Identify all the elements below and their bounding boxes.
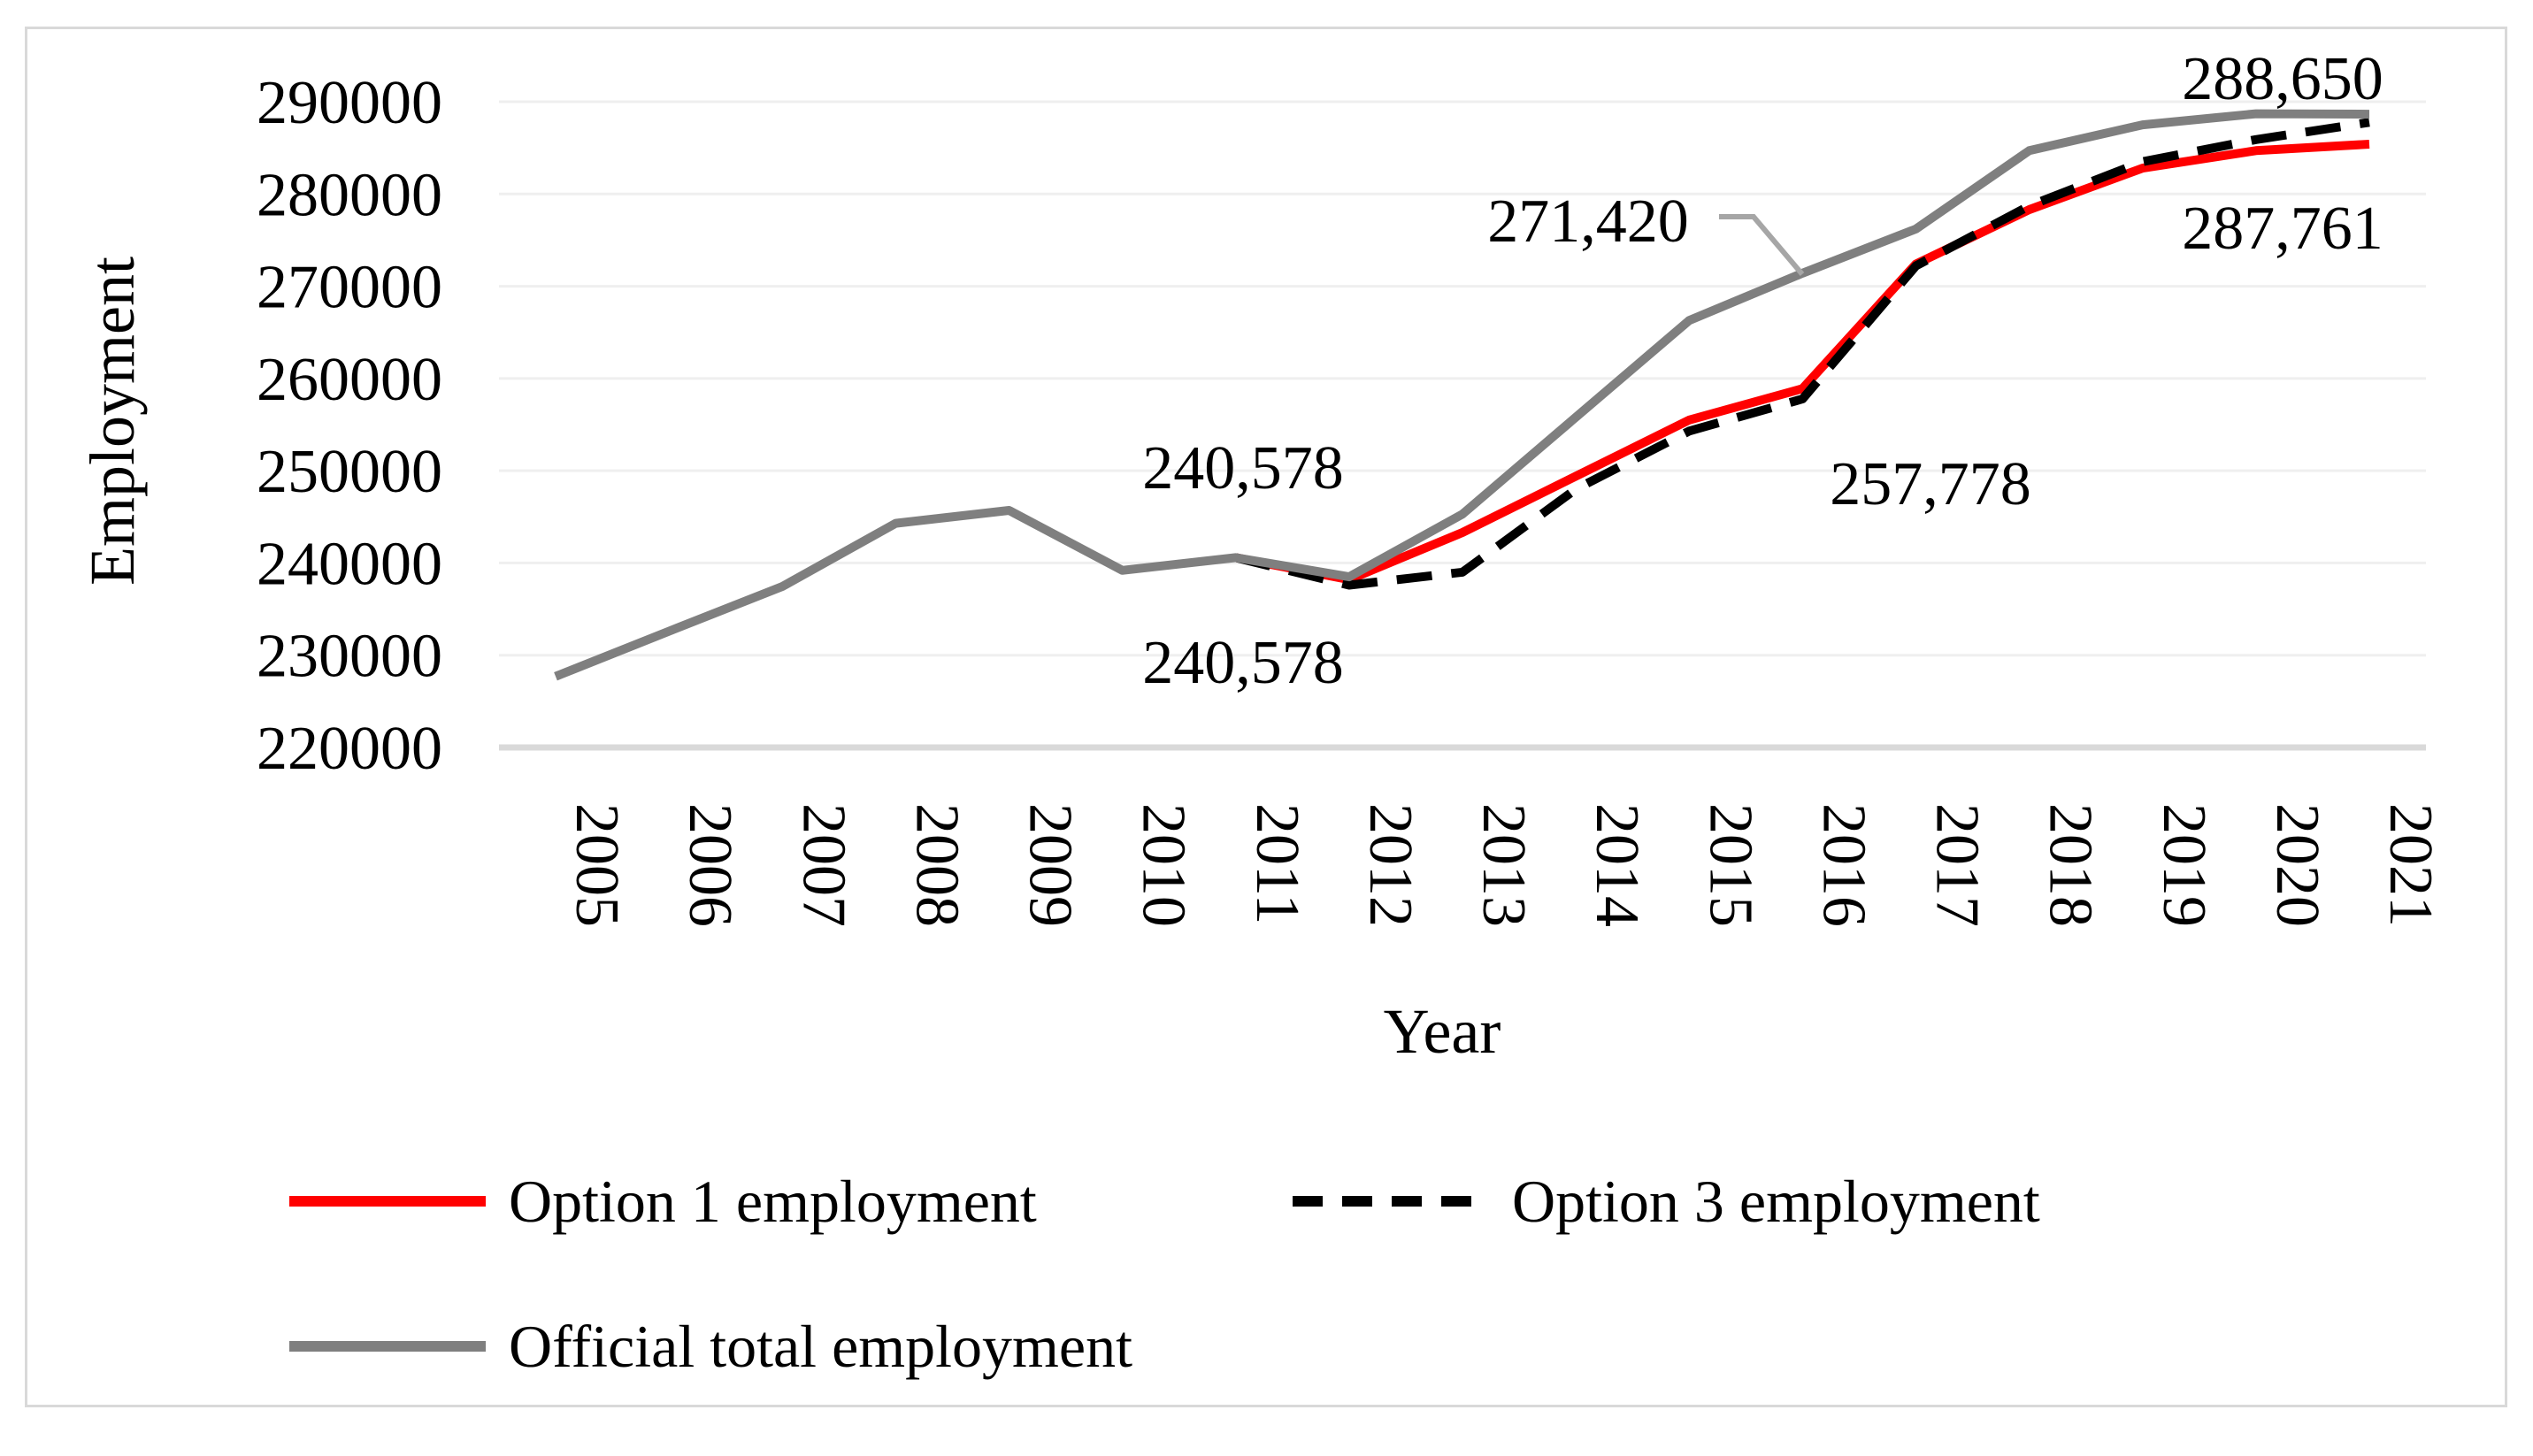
annotation-data-label: 287,761 [2182, 195, 2383, 263]
series-line-option-1-employment [1234, 140, 2370, 585]
legend-swatch-option-3-dashed-line [1293, 1196, 1489, 1207]
x-axis-title: Year [1383, 996, 1501, 1067]
x-axis-tick-label: 2014 [1583, 803, 1651, 927]
x-axis-tick-label: 2006 [676, 803, 744, 927]
series-line-option-3-employment [1234, 118, 2370, 590]
chart-border-frame [25, 27, 2507, 1407]
legend-swatch-official-gray-line [289, 1341, 486, 1352]
y-axis-tick-label: 290000 [257, 69, 442, 137]
x-axis-tick-label: 2005 [563, 803, 631, 927]
annotation-data-label: 271,420 [1487, 188, 1689, 256]
x-axis-tick-label: 2013 [1470, 803, 1538, 927]
x-axis-tick-label: 2010 [1130, 803, 1198, 927]
x-axis-tick-label: 2017 [1923, 803, 1992, 927]
y-axis-tick-label: 230000 [257, 623, 442, 691]
y-axis-tick-label: 270000 [257, 254, 442, 322]
x-axis-tick-label: 2020 [2263, 803, 2331, 927]
y-axis-tick-label: 260000 [257, 346, 442, 414]
x-axis-tick-label: 2015 [1696, 803, 1764, 927]
y-axis-tick-label: 240000 [257, 530, 442, 598]
annotation-data-label: 257,778 [1830, 450, 2031, 518]
legend-label-option-3: Option 3 employment [1512, 1167, 2040, 1235]
legend-label-option-1: Option 1 employment [509, 1167, 1037, 1235]
annotation-data-label: 240,578 [1142, 629, 1344, 697]
x-axis-tick-label: 2019 [2150, 803, 2218, 927]
legend-item-option-3: Option 3 employment [1293, 1168, 2040, 1235]
annotation-data-label: 240,578 [1142, 434, 1344, 502]
legend-label-official-total: Official total employment [509, 1312, 1133, 1380]
y-axis-tick-label: 250000 [257, 438, 442, 506]
x-axis-tick-label: 2016 [1809, 803, 1877, 927]
y-axis-tick-label: 220000 [257, 715, 442, 783]
x-axis-tick-label: 2012 [1356, 803, 1424, 927]
y-axis-title: Employment [77, 257, 148, 586]
legend-item-option-1: Option 1 employment [289, 1168, 1037, 1235]
annotation-data-label: 288,650 [2182, 45, 2383, 113]
legend-item-official-total: Official total employment [289, 1313, 1132, 1380]
x-axis-tick-label: 2018 [2037, 803, 2105, 927]
series-line-official-total-employment [554, 109, 2370, 681]
annotation-leader-line [1719, 214, 1805, 276]
x-axis-tick-label: 2021 [2376, 803, 2445, 927]
x-axis-tick-label: 2007 [789, 803, 857, 927]
legend-swatch-option-1-red-line [289, 1196, 486, 1207]
x-axis-tick-label: 2008 [902, 803, 971, 927]
x-axis-tick-label: 2009 [1017, 803, 1085, 927]
y-axis-tick-label: 280000 [257, 161, 442, 229]
x-axis-tick-label: 2011 [1243, 803, 1311, 924]
